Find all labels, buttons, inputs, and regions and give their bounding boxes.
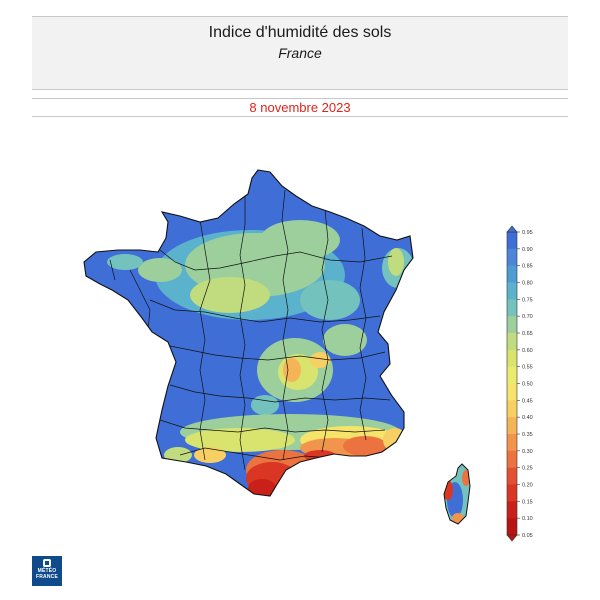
legend-tick-label: 0.35 xyxy=(522,432,533,438)
map-subtitle: France xyxy=(278,45,322,61)
header-panel: Indice d'humidité des sols France xyxy=(32,16,568,90)
legend-tick-label: 0.75 xyxy=(522,297,533,303)
legend-swatch xyxy=(507,333,517,351)
legend-swatch xyxy=(507,232,517,250)
mainland-outline xyxy=(83,169,414,497)
legend-top-arrow-icon xyxy=(506,225,518,233)
legend-tick-label: 0.85 xyxy=(522,264,533,270)
legend-swatch xyxy=(507,450,517,469)
legend-tick-label: 0.95 xyxy=(522,230,533,236)
logo-line2: FRANCE xyxy=(35,574,59,580)
legend-swatch xyxy=(507,383,517,401)
legend-tick-label: 0.10 xyxy=(522,516,533,522)
legend-tick-label: 0.40 xyxy=(522,415,533,421)
legend-tick-label: 0.65 xyxy=(522,331,533,337)
map-title: Indice d'humidité des sols xyxy=(208,24,392,41)
legend-tick-label: 0.25 xyxy=(522,466,533,472)
legend-swatch xyxy=(507,282,517,300)
legend-tick-label: 0.45 xyxy=(522,398,533,404)
legend-swatch xyxy=(507,248,517,267)
legend-swatch xyxy=(507,265,517,283)
legend-tick-label: 0.15 xyxy=(522,499,533,505)
legend-swatch xyxy=(507,366,517,384)
legend-swatch xyxy=(507,518,517,536)
logo-line1: MÉTÉO xyxy=(37,568,57,574)
logo-mark-icon xyxy=(43,559,51,567)
legend-tick-label: 0.50 xyxy=(522,382,533,388)
date-label: 8 novembre 2023 xyxy=(32,98,568,117)
meteo-france-logo: MÉTÉO FRANCE xyxy=(32,556,62,586)
legend-tick-label: 0.20 xyxy=(522,483,533,489)
legend-swatch xyxy=(507,467,517,485)
legend-tick-label: 0.30 xyxy=(522,449,533,455)
legend-tick-label: 0.90 xyxy=(522,247,533,253)
legend-swatch xyxy=(507,316,517,334)
corsica-outline xyxy=(443,463,471,525)
legend-swatch xyxy=(507,417,517,435)
legend-bottom-arrow-icon xyxy=(506,534,518,542)
legend-swatch xyxy=(507,484,517,502)
legend-swatch xyxy=(507,400,517,418)
legend-tick-label: 0.55 xyxy=(522,365,533,371)
legend-tick-label: 0.70 xyxy=(522,314,533,320)
legend-swatch xyxy=(507,434,517,452)
legend-tick-label: 0.80 xyxy=(522,281,533,287)
legend-swatch xyxy=(507,299,517,317)
legend-tick-label: 0.05 xyxy=(522,533,533,539)
legend-swatch xyxy=(507,501,517,519)
legend-tick-label: 0.60 xyxy=(522,348,533,354)
legend-swatch xyxy=(507,349,517,368)
